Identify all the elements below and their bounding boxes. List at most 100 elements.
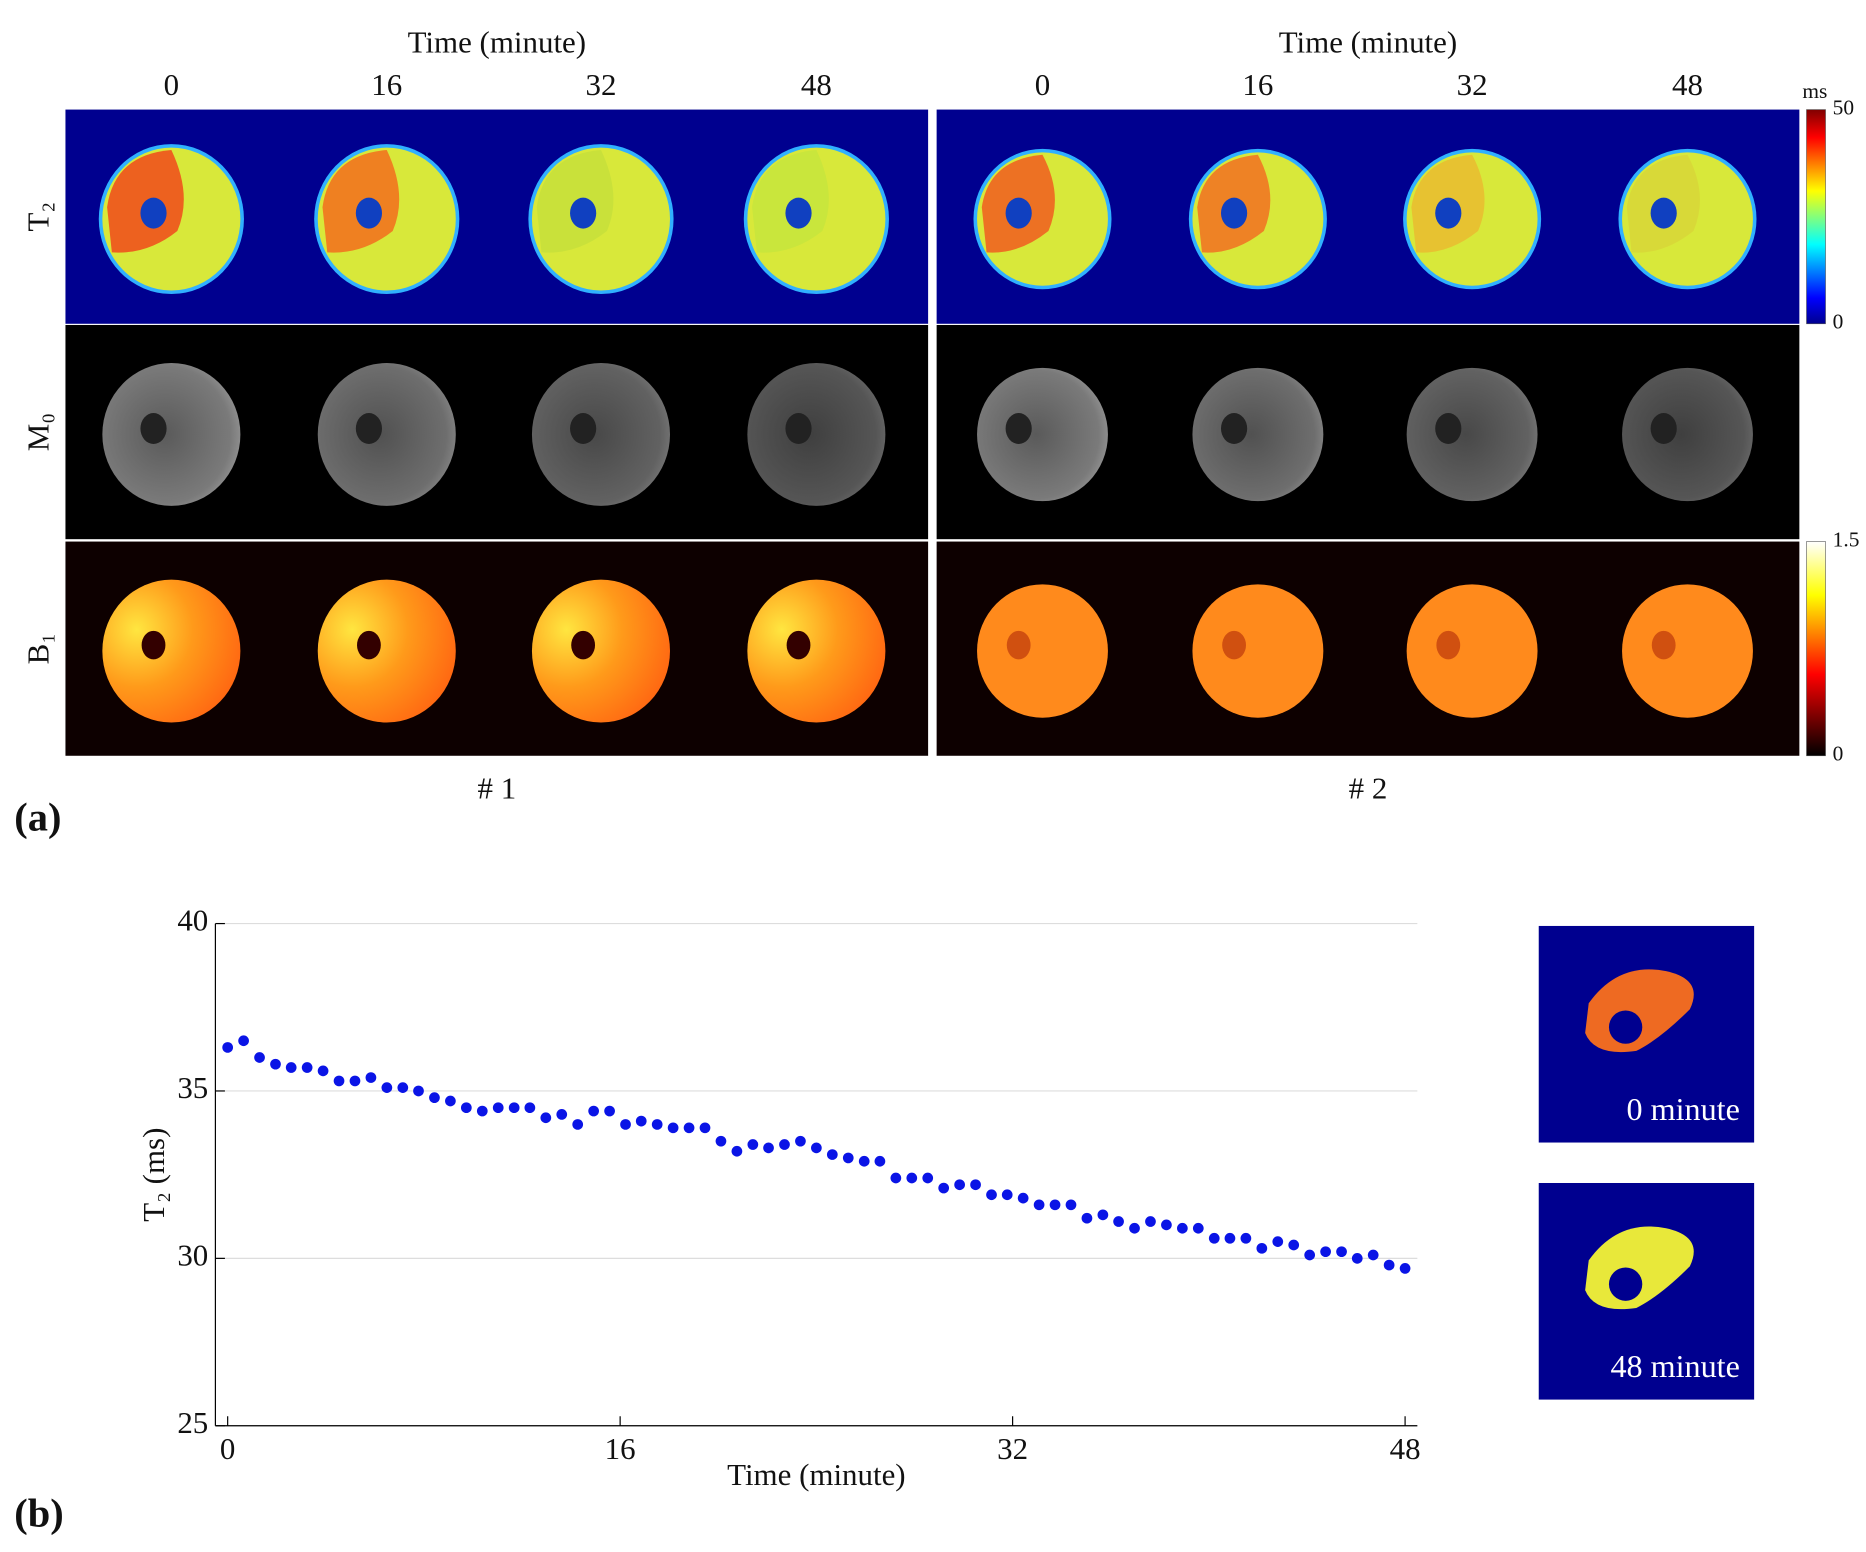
x-tick-label: 48 <box>1390 1431 1421 1466</box>
leg <box>531 579 670 723</box>
point <box>524 1102 536 1114</box>
leg <box>1406 584 1538 718</box>
bone <box>141 630 166 660</box>
bone <box>1608 1267 1643 1301</box>
point <box>413 1085 424 1097</box>
point <box>874 1155 886 1167</box>
y-tick-label: 35 <box>177 1070 208 1105</box>
time-label: 16 <box>1242 67 1273 102</box>
point <box>858 1155 870 1167</box>
leg <box>1192 367 1324 502</box>
point <box>1336 1246 1347 1258</box>
point <box>365 1072 377 1083</box>
y-tick-label: 30 <box>177 1237 208 1272</box>
point <box>779 1139 790 1150</box>
point <box>604 1105 615 1117</box>
y-axis-label: T₂ (ms) <box>136 1128 171 1222</box>
point <box>1017 1192 1029 1204</box>
point <box>556 1109 568 1120</box>
point <box>811 1142 822 1154</box>
point <box>938 1182 950 1194</box>
leg <box>1406 367 1538 502</box>
point <box>381 1082 393 1093</box>
point <box>492 1102 504 1114</box>
point <box>254 1052 265 1063</box>
row-label: T₂ <box>21 202 56 232</box>
point <box>285 1062 297 1073</box>
point <box>270 1058 281 1070</box>
point <box>317 1065 329 1077</box>
inset-label: 48 minute <box>1610 1348 1739 1384</box>
leg <box>317 579 456 723</box>
time-label: 32 <box>586 67 617 102</box>
point <box>922 1172 934 1184</box>
point <box>1097 1209 1109 1221</box>
panel-a: Time (minute) 0 16 32 48 # 1 Time (minute) 0 16 3… <box>21 24 1860 805</box>
point <box>1161 1219 1172 1231</box>
bone <box>570 197 597 229</box>
point <box>1177 1222 1188 1234</box>
bone <box>357 630 381 660</box>
bone <box>1220 413 1248 444</box>
divider <box>928 109 937 756</box>
point <box>747 1139 759 1150</box>
colorbar <box>1806 541 1826 757</box>
point <box>970 1179 981 1191</box>
point <box>349 1075 361 1087</box>
leg <box>747 363 886 506</box>
point <box>986 1189 997 1201</box>
point <box>445 1095 456 1107</box>
colorbar-max: 1.5 <box>1833 527 1860 551</box>
point <box>301 1062 313 1073</box>
time-label: 0 <box>1035 67 1050 102</box>
x-tick-label: 0 <box>220 1431 235 1466</box>
colorbar-max: 50 <box>1833 95 1854 119</box>
point <box>715 1135 727 1147</box>
panel-label: (b) <box>14 1491 63 1536</box>
bone <box>786 630 811 660</box>
leg <box>977 367 1108 502</box>
point <box>460 1102 472 1114</box>
leg <box>1192 584 1324 718</box>
bone <box>1005 413 1032 444</box>
point <box>588 1105 600 1117</box>
point <box>635 1115 647 1127</box>
point <box>1304 1249 1316 1261</box>
point <box>572 1119 584 1130</box>
point <box>1288 1239 1300 1251</box>
point <box>731 1145 743 1157</box>
point <box>890 1172 902 1184</box>
point <box>397 1082 409 1093</box>
point <box>1256 1242 1268 1254</box>
point <box>429 1092 440 1104</box>
point <box>651 1119 663 1130</box>
point <box>1033 1199 1045 1211</box>
colorbar <box>1806 109 1826 325</box>
point <box>1145 1216 1156 1227</box>
point <box>906 1172 918 1184</box>
point <box>1208 1232 1220 1244</box>
colorbar-unit: ms <box>1802 79 1827 103</box>
inset-label: 0 minute <box>1627 1091 1740 1127</box>
time-label: 48 <box>801 67 832 102</box>
point <box>540 1112 552 1124</box>
point <box>1399 1263 1411 1274</box>
bone <box>570 413 597 444</box>
leg <box>102 363 241 506</box>
point <box>508 1102 520 1114</box>
bone <box>571 630 596 660</box>
axis-title: Time (minute) <box>1279 24 1457 59</box>
point <box>1049 1199 1061 1211</box>
point <box>333 1075 345 1087</box>
leg <box>531 363 670 506</box>
leg <box>747 579 886 723</box>
point <box>842 1152 854 1164</box>
point <box>1224 1232 1236 1244</box>
bone <box>785 413 812 444</box>
leg <box>1622 584 1753 718</box>
bone <box>1608 1010 1643 1044</box>
panel-b: 25 30 35 40 0 16 32 48 Time (minute) T₂ (ms) 0 min… <box>136 903 1755 1492</box>
point <box>476 1105 488 1117</box>
point <box>1129 1222 1140 1234</box>
point <box>795 1135 806 1147</box>
